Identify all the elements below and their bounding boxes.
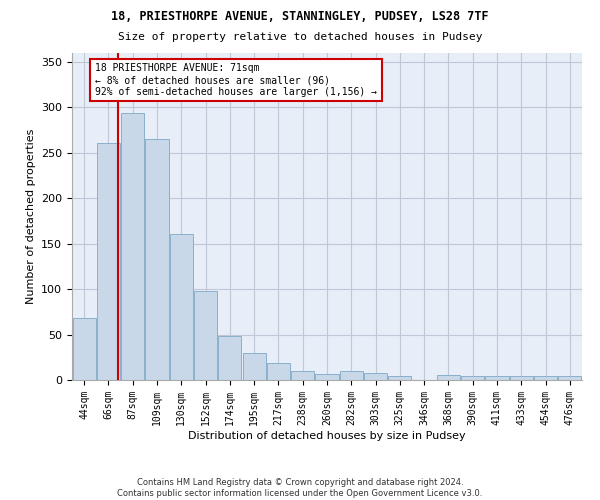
Bar <box>170 234 193 380</box>
Bar <box>340 371 363 380</box>
Bar <box>388 376 412 380</box>
Text: 18 PRIESTHORPE AVENUE: 71sqm
← 8% of detached houses are smaller (96)
92% of sem: 18 PRIESTHORPE AVENUE: 71sqm ← 8% of det… <box>95 64 377 96</box>
Bar <box>364 372 387 380</box>
Bar <box>291 371 314 380</box>
Bar <box>73 318 95 380</box>
Text: Contains HM Land Registry data © Crown copyright and database right 2024.
Contai: Contains HM Land Registry data © Crown c… <box>118 478 482 498</box>
Bar <box>559 376 581 380</box>
Bar <box>242 352 266 380</box>
Bar <box>194 291 217 380</box>
Bar <box>145 139 169 380</box>
Bar <box>267 362 290 380</box>
Bar <box>218 336 241 380</box>
Bar <box>534 376 557 380</box>
Bar <box>510 376 533 380</box>
Text: Size of property relative to detached houses in Pudsey: Size of property relative to detached ho… <box>118 32 482 42</box>
Bar <box>461 376 484 380</box>
Bar <box>437 376 460 380</box>
X-axis label: Distribution of detached houses by size in Pudsey: Distribution of detached houses by size … <box>188 430 466 440</box>
Bar <box>97 144 120 380</box>
Bar <box>316 374 338 380</box>
Y-axis label: Number of detached properties: Number of detached properties <box>26 128 35 304</box>
Text: 18, PRIESTHORPE AVENUE, STANNINGLEY, PUDSEY, LS28 7TF: 18, PRIESTHORPE AVENUE, STANNINGLEY, PUD… <box>111 10 489 23</box>
Bar <box>121 114 144 380</box>
Bar <box>485 376 509 380</box>
